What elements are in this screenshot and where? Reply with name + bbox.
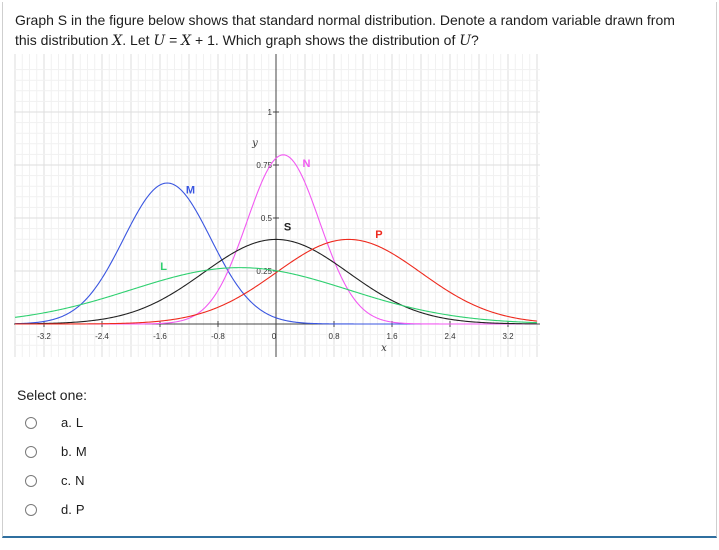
y-tick-label: 0.5 xyxy=(261,214,273,223)
option-b[interactable]: b. M xyxy=(25,444,87,459)
question-text-part: + 1. Which graph shows the distribution … xyxy=(191,32,460,48)
option-text: M xyxy=(75,444,87,459)
x-tick-label: 2.4 xyxy=(444,332,456,341)
y-tick-label: 0.75 xyxy=(256,161,272,170)
x-axis-label: x xyxy=(381,343,387,354)
question-line-1: Graph S in the figure below shows that s… xyxy=(15,10,705,30)
curve-label-n: N xyxy=(302,158,310,170)
curve-label-s: S xyxy=(284,222,291,234)
distribution-figure: -3.2 -2.4 -1.6 -0.8 0 0.8 1.6 2.4 3.2 0.25 0.5 0.75… xyxy=(14,54,540,357)
curve-label-p: P xyxy=(375,229,382,241)
question-line-1-text: Graph S in the figure below shows that s… xyxy=(15,12,675,28)
radio-button[interactable] xyxy=(25,445,37,458)
question-card: Graph S in the figure below shows that s… xyxy=(2,2,717,538)
y-tick-label: 1 xyxy=(268,108,273,117)
chart-background xyxy=(14,54,540,357)
option-text: L xyxy=(75,415,84,430)
question-text-part: ? xyxy=(471,32,479,48)
y-axis-label: y xyxy=(251,138,258,149)
select-one-label: Select one: xyxy=(17,387,88,403)
x-tick-label: -3.2 xyxy=(37,332,51,341)
x-tick-label: -2.4 xyxy=(95,332,109,341)
question-line-2: this distribution X. Let U = X + 1. Whic… xyxy=(15,30,705,51)
distribution-chart: -3.2 -2.4 -1.6 -0.8 0 0.8 1.6 2.4 3.2 0.25 0.5 0.75… xyxy=(14,54,540,357)
option-letter: c. xyxy=(61,473,72,488)
option-d[interactable]: d. P xyxy=(25,502,85,517)
x-tick-label: 0.8 xyxy=(328,332,340,341)
radio-button[interactable] xyxy=(25,474,37,487)
curve-l xyxy=(14,267,538,324)
question-text-part: . Let xyxy=(122,32,154,48)
option-text: N xyxy=(75,473,85,488)
curve-label-l: L xyxy=(160,261,167,273)
question-text: Graph S in the figure below shows that s… xyxy=(15,10,705,51)
question-text-part: = xyxy=(165,32,182,48)
x-tick-label: -1.6 xyxy=(153,332,167,341)
x-tick-label: -0.8 xyxy=(211,332,225,341)
x-tick-label: 1.6 xyxy=(386,332,398,341)
option-text: P xyxy=(75,502,85,517)
variable-u: U xyxy=(153,33,166,49)
variable-u: U xyxy=(459,33,472,49)
question-text-part: this distribution xyxy=(15,32,113,48)
option-c[interactable]: c. N xyxy=(25,473,85,488)
option-a[interactable]: a. L xyxy=(25,415,83,430)
x-tick-label: 3.2 xyxy=(502,332,514,341)
x-tick-label: 0 xyxy=(272,332,277,341)
option-letter: a. xyxy=(61,415,72,430)
curve-label-m: M xyxy=(186,185,195,197)
radio-button[interactable] xyxy=(25,416,37,429)
variable-x: X xyxy=(181,33,192,49)
option-letter: b. xyxy=(61,444,72,459)
y-tick-label: 0.25 xyxy=(256,267,272,276)
option-letter: d. xyxy=(61,502,72,517)
curve-s xyxy=(14,238,538,325)
variable-x: X xyxy=(112,33,123,49)
radio-button[interactable] xyxy=(25,503,37,516)
curve-p xyxy=(15,238,538,325)
